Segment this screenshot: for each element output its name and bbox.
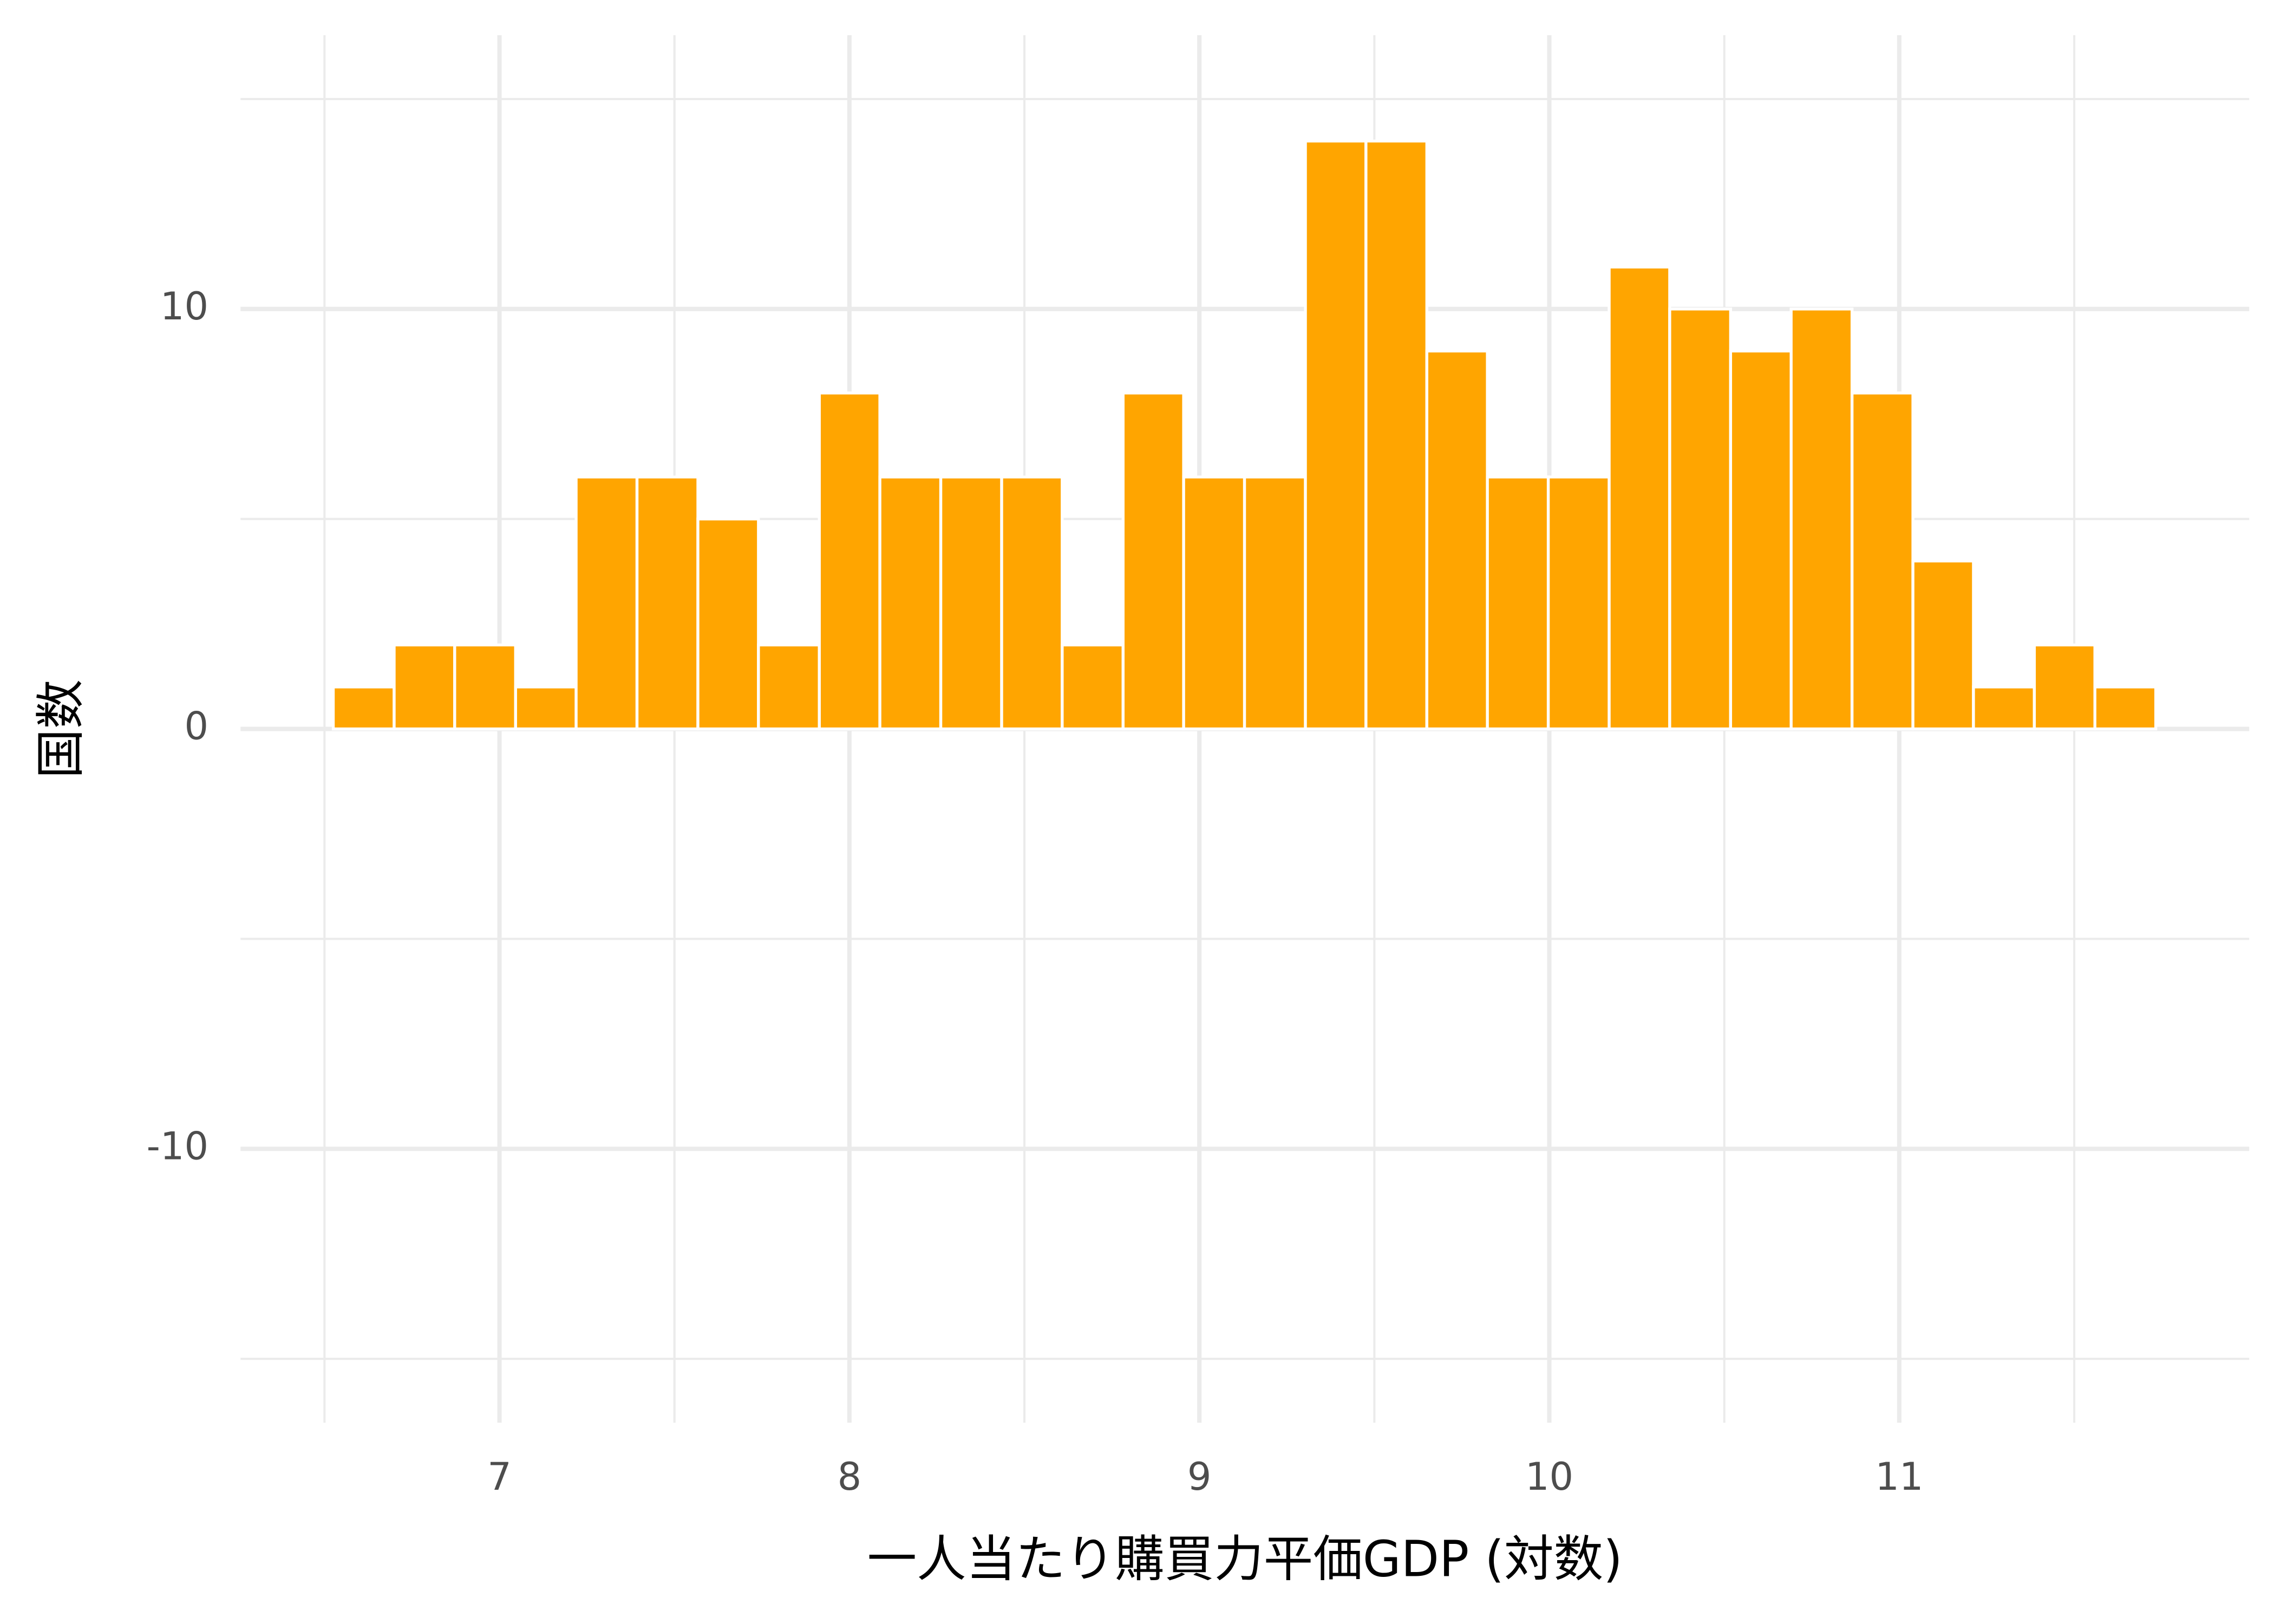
- y-tick-label: 10: [160, 284, 208, 329]
- bar: [2093, 685, 2158, 731]
- x-axis-title: 一人当たり購買力平価GDP (対数): [867, 1530, 1623, 1588]
- bar: [1243, 475, 1307, 731]
- bar: [331, 685, 396, 731]
- bar: [878, 475, 943, 731]
- bar: [453, 643, 517, 731]
- bar: [1789, 307, 1854, 731]
- y-tick-label: -10: [147, 1124, 208, 1168]
- x-tick-label: 10: [1525, 1455, 1573, 1499]
- bar: [1972, 685, 2036, 731]
- bar: [1546, 475, 1611, 731]
- x-tick-label: 8: [838, 1455, 862, 1499]
- y-tick-label: 0: [184, 704, 208, 749]
- bar: [1000, 475, 1064, 731]
- bar: [393, 643, 456, 731]
- bar: [1364, 139, 1429, 731]
- bar: [696, 517, 760, 731]
- bar: [1304, 139, 1368, 731]
- bar: [1850, 391, 1914, 731]
- bar: [1121, 391, 1185, 731]
- bar: [635, 475, 700, 731]
- bar: [1729, 349, 1793, 731]
- bar: [1486, 475, 1550, 731]
- bar: [574, 475, 639, 731]
- bar: [757, 643, 821, 731]
- bar: [2033, 643, 2096, 731]
- bar: [1425, 349, 1489, 731]
- y-axis-title: 国数: [31, 679, 89, 778]
- x-tick-label: 7: [487, 1455, 512, 1499]
- bar: [1608, 265, 1671, 731]
- bar: [1182, 475, 1246, 731]
- bar: [1668, 307, 1733, 731]
- bar: [818, 391, 881, 731]
- bar: [1061, 643, 1125, 731]
- bar: [514, 685, 578, 731]
- x-tick-label: 9: [1187, 1455, 1212, 1499]
- x-tick-label: 11: [1875, 1455, 1923, 1499]
- bar: [939, 475, 1003, 731]
- bar: [1911, 559, 1975, 731]
